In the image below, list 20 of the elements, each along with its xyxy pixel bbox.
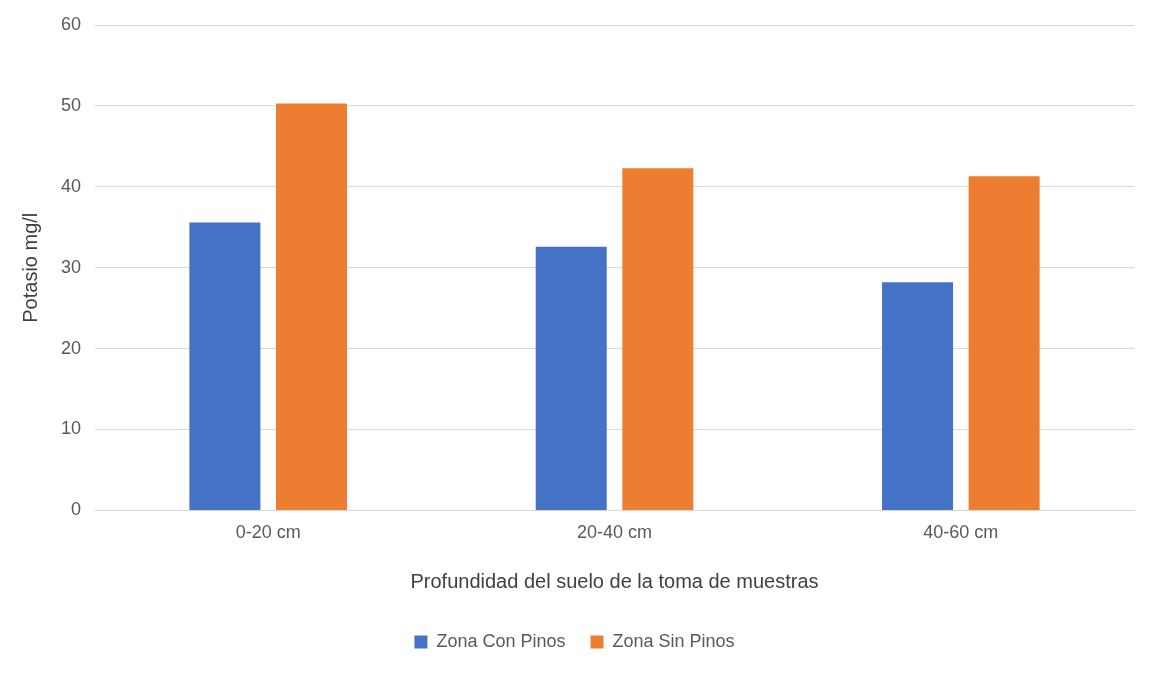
bar — [968, 176, 1040, 510]
x-tick-label: 40-60 cm — [923, 522, 999, 543]
bar — [535, 246, 607, 510]
bar — [882, 282, 954, 510]
y-tick-label: 40 — [60, 175, 82, 196]
x-tick-label: 20-40 cm — [576, 522, 653, 543]
y-tick-label: 60 — [60, 13, 82, 34]
y-tick-label: 10 — [60, 418, 82, 439]
y-tick-label: 30 — [60, 256, 82, 277]
y-tick-label: 0 — [71, 499, 82, 520]
bar — [189, 222, 261, 510]
y-tick-label: 20 — [60, 337, 82, 358]
legend-label: Zona Con Pinos — [436, 630, 566, 651]
y-tick-label: 50 — [60, 94, 82, 115]
bar — [622, 168, 694, 510]
legend-label: Zona Sin Pinos — [612, 630, 735, 651]
x-axis-title: Profundidad del suelo de la toma de muestras — [410, 569, 819, 592]
y-axis-title: Potasio mg/l — [18, 212, 41, 323]
x-tick-label: 0-20 cm — [235, 522, 301, 543]
bar — [275, 103, 347, 510]
